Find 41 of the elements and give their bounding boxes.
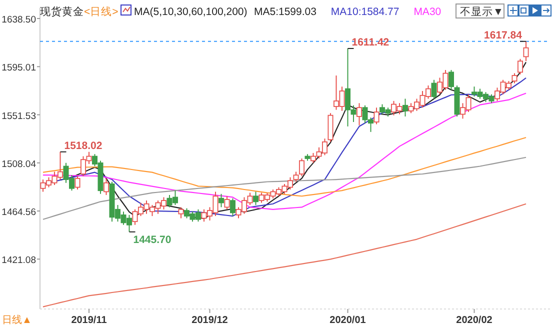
candlestick xyxy=(293,171,299,182)
text: MA10:1584.77 xyxy=(330,6,400,18)
text: 日线▲ xyxy=(2,314,32,326)
y-tick-label: 1464.56 xyxy=(2,207,36,218)
candlestick xyxy=(523,40,529,62)
annotation: 1617.84 xyxy=(484,29,522,42)
annotation: 不显示▼ xyxy=(460,6,504,18)
candlestick xyxy=(512,72,518,84)
line-series xyxy=(42,136,527,197)
candlestick xyxy=(104,178,109,196)
candlestick xyxy=(431,79,437,100)
y-tick-label: 1508.04 xyxy=(2,158,36,170)
candlestick xyxy=(448,69,454,90)
candlestick xyxy=(299,158,304,177)
annotation: MA(5,10,30,60,100,200) xyxy=(134,6,248,18)
candlestick xyxy=(224,196,230,210)
candlestick xyxy=(218,193,224,208)
candlestick xyxy=(230,198,236,217)
y-tick-label: 1421.08 xyxy=(2,255,36,266)
candlestick xyxy=(374,107,380,125)
candlestick xyxy=(253,191,258,206)
candlestick xyxy=(518,58,523,75)
candlestick xyxy=(74,176,80,190)
candlestick xyxy=(356,102,362,126)
candlestick xyxy=(402,98,408,117)
y-tick-label: 1551.53 xyxy=(2,110,36,122)
y-tick-label: 1638.50 xyxy=(2,14,36,26)
line-series xyxy=(42,203,527,308)
x-tick-label: 2020/01 xyxy=(330,315,366,326)
candlestick xyxy=(178,206,184,219)
x-tick-label: 2020/02 xyxy=(456,315,493,326)
line-series xyxy=(42,156,527,220)
x-tick-label: 2019/12 xyxy=(192,315,228,326)
annotation: 1611.42 xyxy=(352,36,390,48)
chart-subtitle: <日线> xyxy=(84,5,118,18)
text: MA30 xyxy=(414,6,442,18)
annotation: 1518.02 xyxy=(64,140,102,152)
x-tick-label: 2019/11 xyxy=(71,315,108,326)
annotation: 1445.70 xyxy=(133,234,172,246)
y-tick-label: 1595.01 xyxy=(2,62,36,74)
text: MA5:1599.03 xyxy=(254,6,317,18)
